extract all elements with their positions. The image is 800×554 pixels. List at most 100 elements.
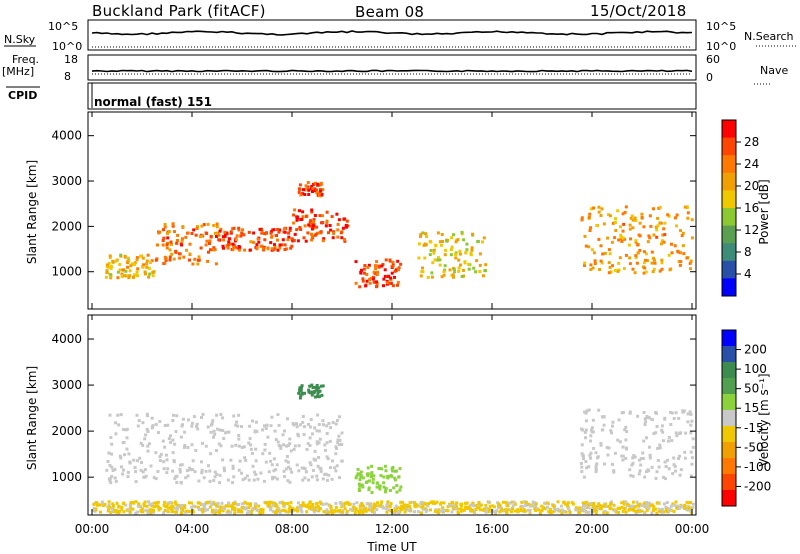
velocity-cell (333, 466, 337, 470)
power-cell (283, 227, 286, 231)
velocity-cell (594, 466, 598, 470)
power-cell (195, 227, 199, 230)
power-cell (243, 248, 247, 252)
velocity-cell (584, 504, 588, 507)
velocity-cell (254, 420, 258, 424)
velocity-cell (183, 430, 187, 434)
power-cell (652, 256, 655, 260)
velocity-cell (191, 510, 195, 514)
power-cell (295, 217, 299, 221)
velocity-cell (231, 481, 234, 485)
velocity-frame (87, 314, 697, 516)
velocity-cell (190, 443, 194, 447)
power-cell (600, 207, 604, 211)
power-cell (595, 224, 599, 227)
power-cell (222, 246, 225, 250)
power-cell (655, 235, 659, 239)
velocity-cell (114, 479, 118, 483)
velocity-cell (416, 510, 420, 514)
velocity-cell (475, 506, 479, 510)
velocity-cell (432, 502, 436, 505)
velocity-cell (582, 507, 586, 511)
power-cell (484, 263, 488, 267)
velocity-cell (335, 419, 339, 422)
velocity-cell (120, 506, 124, 509)
velocity-cell (164, 453, 168, 457)
power-cell (328, 224, 332, 227)
velocity-cell (317, 423, 321, 426)
velocity-cell (689, 431, 693, 435)
velocity-cell (598, 507, 602, 511)
velocity-cell (126, 507, 130, 511)
power-cell (331, 236, 335, 240)
velocity-cell (657, 501, 661, 505)
velocity-cell (256, 477, 260, 481)
power-cell (111, 260, 115, 264)
velocity-cell (183, 510, 187, 514)
power-cell (299, 218, 303, 221)
power-cell (476, 239, 480, 243)
colorbar-tick-label: 4 (744, 267, 752, 281)
power-cell (644, 258, 647, 262)
velocity-cell (689, 510, 693, 514)
velocity-cell (114, 421, 118, 425)
velocity-cell (403, 503, 406, 507)
velocity-cell (132, 458, 136, 462)
power-cell (448, 268, 452, 272)
velocity-cell (288, 509, 292, 513)
velocity-cell (229, 458, 233, 462)
velocity-cell (314, 395, 317, 399)
power-cell (663, 233, 667, 237)
velocity-cell (162, 511, 166, 515)
velocity-cell (275, 508, 279, 512)
velocity-cell (393, 469, 397, 473)
power-cell (658, 221, 662, 225)
velocity-cell (110, 475, 114, 478)
velocity-cell (211, 508, 214, 512)
power-cell (116, 276, 120, 280)
velocity-cell (380, 467, 384, 471)
velocity-cell (657, 465, 661, 469)
velocity-cell (534, 504, 538, 508)
power-cell (188, 252, 192, 256)
velocity-cell (587, 506, 591, 510)
power-cell (450, 245, 454, 249)
velocity-cell (92, 506, 96, 510)
velocity-cell (249, 447, 253, 451)
velocity-cell (505, 508, 509, 512)
velocity-cell (303, 504, 307, 508)
power-cell (143, 270, 147, 274)
velocity-cell (488, 504, 492, 508)
power-cell (168, 255, 172, 259)
velocity-cell (315, 429, 319, 433)
velocity-cell (589, 456, 592, 460)
velocity-cell (371, 477, 375, 481)
power-cell (148, 272, 152, 276)
power-cell (608, 265, 612, 269)
power-cell (223, 234, 227, 238)
velocity-cell (631, 461, 635, 465)
velocity-cell (427, 501, 431, 505)
power-cell (393, 269, 397, 273)
velocity-cell (274, 468, 278, 472)
power-cell (478, 252, 482, 256)
velocity-cell (516, 510, 520, 514)
ytick-label: 1000 (51, 265, 82, 279)
velocity-cell (134, 511, 138, 515)
velocity-cell (128, 460, 132, 464)
velocity-cell (143, 504, 146, 508)
velocity-cell (323, 448, 327, 452)
velocity-cell (399, 485, 403, 489)
power-cell (369, 276, 373, 280)
colorbar-swatch (722, 378, 736, 395)
velocity-cell (483, 507, 487, 511)
colorbar-swatch (722, 394, 736, 411)
power-cell (660, 239, 664, 243)
velocity-cell (685, 508, 689, 512)
power-cell (421, 270, 425, 273)
power-cell (449, 248, 453, 252)
power-cell (464, 251, 468, 255)
velocity-cell (269, 459, 273, 463)
power-cell (599, 259, 603, 263)
